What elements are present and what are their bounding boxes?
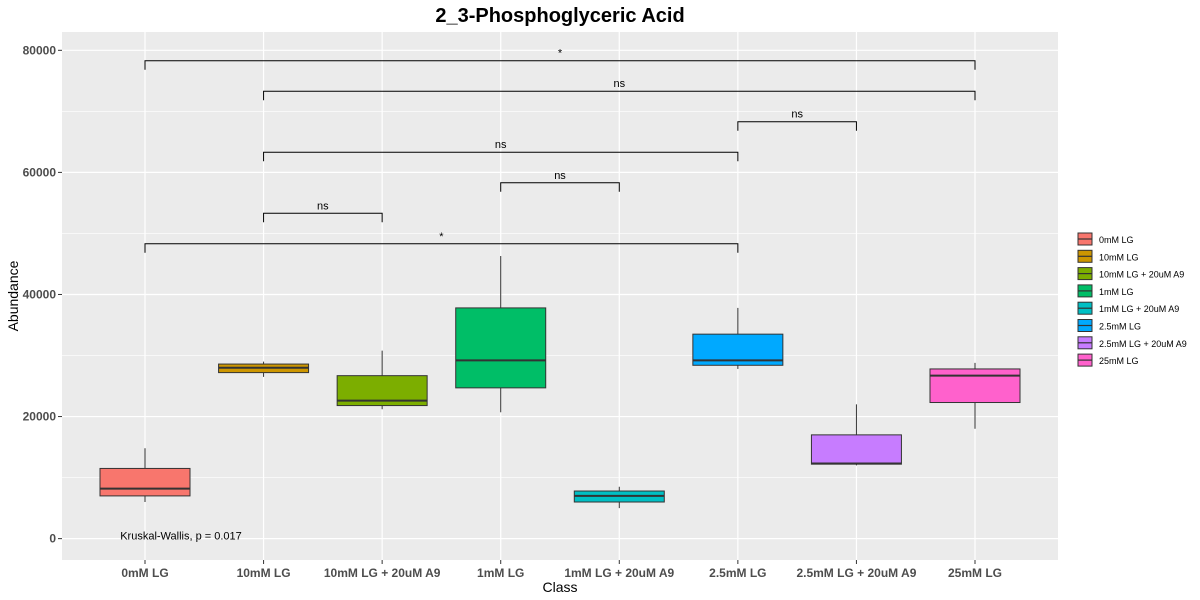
significance-brackets: * ns ns ns ns ns *	[144, 48, 976, 253]
legend-item: 2.5mM LG	[1077, 319, 1141, 332]
y-tick-label: 0	[49, 532, 56, 546]
legend-label: 10mM LG	[1099, 252, 1139, 262]
x-tick-label: 2.5mM LG	[709, 566, 766, 580]
legend-item: 25mM LG	[1077, 353, 1139, 367]
comparison-label: *	[439, 231, 444, 243]
x-tick-label: 0mM LG	[121, 566, 168, 580]
box-2	[336, 350, 428, 410]
comparison-label: ns	[495, 139, 507, 151]
box-0	[99, 448, 191, 503]
chart-title: 2_3-Phosphoglyceric Acid	[435, 5, 684, 27]
comparison-label: ns	[317, 200, 329, 212]
comparison-label: ns	[791, 109, 803, 121]
box-body	[99, 467, 191, 497]
y-axis-title: Abundance	[5, 260, 21, 331]
box-1	[218, 361, 310, 377]
x-tick-label: 25mM LG	[948, 566, 1002, 580]
x-axis-ticks: 0mM LG 10mM LG 10mM LG + 20uM A9 1mM LG 1mM …	[121, 560, 1002, 580]
x-tick-label: 10mM LG	[237, 566, 291, 580]
y-axis-ticks: 0 20000 40000 60000 80000	[23, 43, 62, 546]
comparison-label: *	[558, 48, 563, 60]
y-tick-label: 20000	[23, 410, 57, 424]
comparison-label: ns	[554, 170, 566, 182]
comparison-bracket	[263, 151, 739, 162]
y-tick-label: 40000	[23, 287, 57, 301]
box-3	[455, 256, 547, 413]
box-body	[810, 434, 902, 465]
comparison-bracket	[144, 243, 739, 253]
plot-panel	[62, 32, 1058, 560]
legend-label: 1mM LG	[1099, 287, 1134, 297]
legend-label: 2.5mM LG + 20uM A9	[1099, 339, 1187, 349]
box-body	[929, 368, 1021, 404]
legend-item: 10mM LG	[1077, 249, 1139, 263]
legend-item: 0mM LG	[1077, 232, 1134, 246]
legend-label: 25mM LG	[1099, 356, 1139, 366]
boxes	[99, 256, 1021, 509]
legend: 0mM LG 10mM LG 10mM LG + 20uM A9 1mM LG 1mM …	[1077, 232, 1187, 367]
legend-label: 0mM LG	[1099, 235, 1134, 245]
box-6	[810, 404, 902, 466]
y-tick-label: 80000	[23, 43, 57, 57]
box-5	[692, 307, 784, 369]
comparison-bracket	[263, 212, 383, 223]
legend-label: 1mM LG + 20uM A9	[1099, 304, 1179, 314]
x-tick-label: 1mM LG + 20uM A9	[564, 566, 674, 580]
comparison-bracket	[144, 60, 976, 70]
box-7	[929, 362, 1021, 429]
legend-item: 10mM LG + 20uM A9	[1077, 267, 1184, 281]
x-tick-label: 10mM LG + 20uM A9	[324, 566, 441, 580]
legend-label: 2.5mM LG	[1099, 322, 1141, 332]
x-tick-label: 1mM LG	[477, 566, 524, 580]
legend-item: 1mM LG + 20uM A9	[1077, 301, 1179, 315]
legend-item: 2.5mM LG + 20uM A9	[1077, 336, 1187, 350]
legend-item: 1mM LG	[1077, 284, 1134, 298]
legend-label: 10mM LG + 20uM A9	[1099, 270, 1184, 280]
box-body	[455, 307, 547, 389]
kruskal-wallis-annotation: Kruskal-Wallis, p = 0.017	[120, 531, 242, 543]
y-tick-label: 60000	[23, 165, 57, 179]
comparison-bracket	[737, 121, 857, 131]
x-axis-title: Class	[542, 579, 577, 595]
comparison-bracket	[263, 90, 976, 101]
x-tick-label: 2.5mM LG + 20uM A9	[796, 566, 916, 580]
comparison-bracket	[500, 182, 620, 192]
box-4	[573, 486, 665, 509]
comparison-label: ns	[613, 78, 625, 90]
